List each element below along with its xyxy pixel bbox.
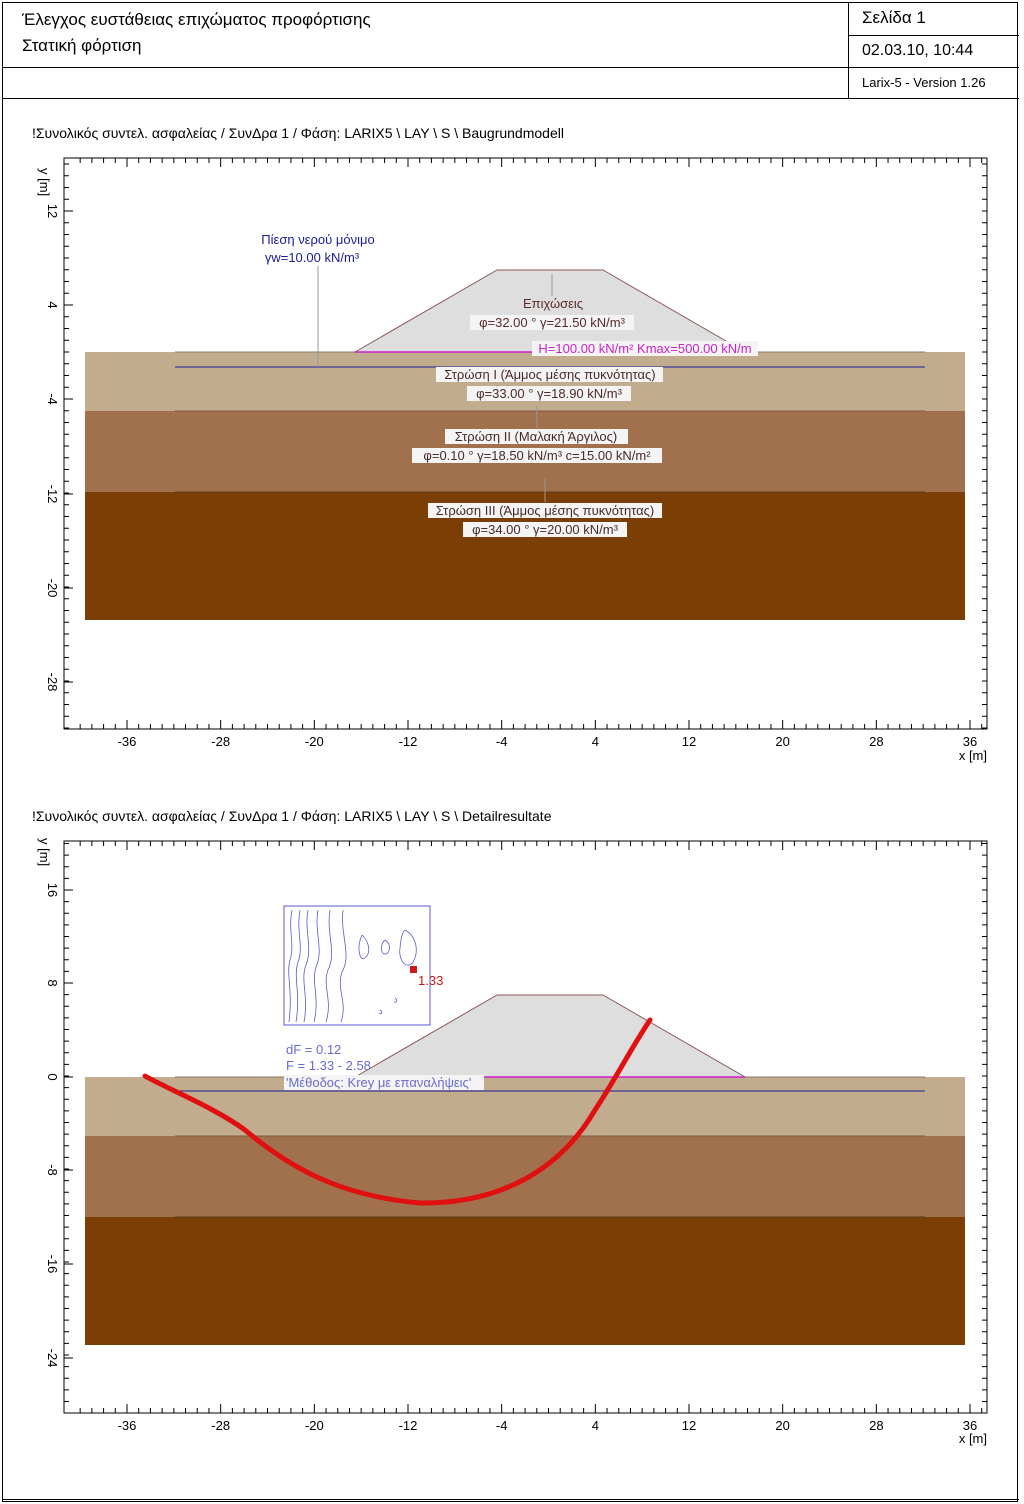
x-tick-label: -28 [211, 1418, 230, 1433]
layer3-area [85, 1217, 965, 1345]
x-tick-label: 36 [963, 1418, 977, 1433]
y-tick-label: 4 [45, 301, 60, 308]
plot1-x-tick-labels: -36 -28 -20 -12 -4 4 12 20 28 36 [118, 734, 978, 749]
y-tick-label: -20 [45, 579, 60, 598]
x-tick-label: 36 [963, 734, 977, 749]
y-tick-label: -28 [45, 673, 60, 692]
load-label-bg [532, 341, 758, 356]
y-tick-label: 16 [45, 883, 60, 897]
water-unit-weight: γw=10.00 kN/m³ [265, 250, 360, 265]
x-tick-label: -28 [211, 734, 230, 749]
plot1-y-tick-labels: 12 4 -4 -12 -20 -28 [45, 204, 73, 692]
fill-material-props: φ=32.00 ° γ=21.50 kN/m³ [479, 315, 626, 330]
x-tick-label: 28 [869, 734, 883, 749]
plot2-minor-ticks [64, 841, 987, 1413]
x-tick-label: 12 [682, 1418, 696, 1433]
plot2-y-axis-label: y [m] [37, 838, 52, 866]
x-tick-label: 4 [592, 734, 599, 749]
plot2-y-tick-labels: 16 8 0 -8 -16 -24 [45, 883, 73, 1368]
x-tick-label: -20 [305, 1418, 324, 1433]
plot1-y-axis-label: y [m] [37, 168, 52, 196]
layer2-name: Στρώση II (Μαλακή Άργιλος) [455, 429, 618, 444]
x-tick-label: -36 [118, 734, 137, 749]
method-stat: 'Μέθοδος: Krey με επαναλήψεις' [286, 1075, 471, 1090]
layer3-name: Στρώση III (Άμμος μέσης πυκνότητας) [436, 503, 654, 518]
surcharge-load-label: H=100.00 kN/m² Kmax=500.00 kN/m [538, 341, 751, 356]
y-tick-label: -16 [45, 1255, 60, 1274]
plot2-x-axis-label: x [m] [959, 1431, 987, 1446]
x-tick-label: -12 [399, 1418, 418, 1433]
x-tick-label: 28 [869, 1418, 883, 1433]
plot2-x-tick-labels: -36 -28 -20 -12 -4 4 12 20 28 36 [118, 1418, 978, 1433]
fill-material-name: Επιχώσεις [523, 296, 583, 311]
method-label-bg [284, 1075, 484, 1090]
water-pressure-label: Πίεση νερού μόνιμο [261, 232, 374, 247]
plot1-minor-ticks [64, 158, 987, 729]
page-number: Σελίδα 1 [862, 8, 926, 27]
delta-factor-stat: dF = 0.12 [286, 1042, 341, 1057]
y-tick-label: 8 [45, 979, 60, 986]
x-tick-label: -20 [305, 734, 324, 749]
document-subtitle: Στατική φόρτιση [22, 36, 142, 55]
layer3-props: φ=34.00 ° γ=20.00 kN/m³ [472, 522, 619, 537]
safety-factor-contour-inset [283, 905, 431, 1026]
layer1-props: φ=33.00 ° γ=18.90 kN/m³ [476, 386, 623, 401]
print-datetime: 02.03.10, 10:44 [862, 42, 974, 59]
fill-props-bg [470, 315, 634, 330]
y-tick-label: -8 [45, 1164, 60, 1176]
layer3-props-bg [463, 522, 627, 537]
x-tick-label: 20 [775, 1418, 789, 1433]
document-header [3, 3, 1019, 99]
y-tick-label: -12 [45, 485, 60, 504]
x-tick-label: 4 [592, 1418, 599, 1433]
minimum-factor-marker [410, 966, 417, 973]
x-tick-label: -36 [118, 1418, 137, 1433]
y-tick-label: -24 [45, 1349, 60, 1368]
layer3-name-bg [428, 503, 662, 518]
plot1-title: !Συνολικός συντελ. ασφαλείας / ΣυνΔρα 1 … [32, 125, 564, 141]
minimum-factor-label: 1.33 [418, 973, 443, 988]
layer1-name-bg [436, 367, 663, 382]
plot2-title: !Συνολικός συντελ. ασφαλείας / ΣυνΔρα 1 … [32, 808, 552, 824]
x-tick-label: -4 [496, 734, 508, 749]
layer1-name: Στρώση I (Άμμος μέσης πυκνότητας) [444, 367, 655, 382]
document-title: Έλεγχος ευστάθειας επιχώματος προφόρτιση… [22, 10, 371, 29]
layer2-name-bg [445, 429, 628, 444]
x-tick-label: -4 [496, 1418, 508, 1433]
layer2-props: φ=0.10 ° γ=18.50 kN/m³ c=15.00 kN/m² [423, 448, 651, 463]
plot1-x-axis-label: x [m] [959, 748, 987, 763]
y-tick-label: 12 [45, 204, 60, 218]
x-tick-label: 20 [775, 734, 789, 749]
y-tick-label: -4 [45, 393, 60, 405]
factor-range-stat: F = 1.33 - 2.58 [286, 1058, 371, 1073]
y-tick-label: 0 [45, 1073, 60, 1080]
critical-slip-circle [142, 1017, 653, 1206]
layer2-props-bg [412, 448, 662, 463]
layer1-area [85, 1077, 965, 1137]
contour-lines [288, 909, 417, 1023]
layer1-props-bg [467, 386, 631, 401]
software-version: Larix-5 - Version 1.26 [862, 75, 986, 90]
x-tick-label: -12 [399, 734, 418, 749]
x-tick-label: 12 [682, 734, 696, 749]
